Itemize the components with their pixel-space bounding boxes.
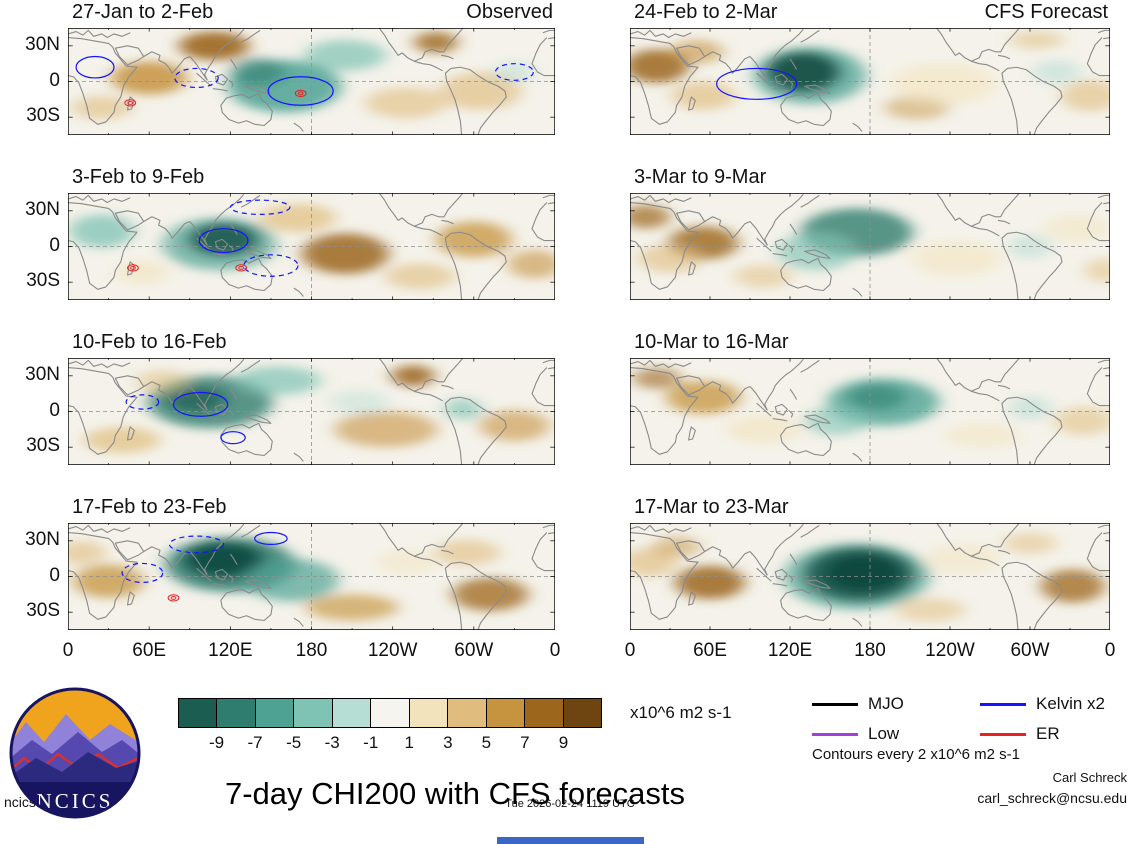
panel-title: 3-Mar to 9-Mar xyxy=(634,166,767,188)
credit-email: carl_schreck@ncsu.edu xyxy=(977,790,1127,806)
x-axis-label: 60W xyxy=(454,640,494,661)
colorbar-segment xyxy=(525,699,564,727)
colorbar-segment xyxy=(563,699,601,727)
bottom-bar xyxy=(497,837,644,844)
x-axis-label: 180 xyxy=(295,640,328,661)
panel-title: 27-Jan to 2-Feb xyxy=(72,1,214,23)
colorbar-tick: 5 xyxy=(481,733,492,752)
x-axis-label: 0 xyxy=(1104,640,1116,661)
colorbar-tick: 3 xyxy=(443,733,453,752)
x-axis-label: 120W xyxy=(925,640,975,661)
colorbar-tick: 7 xyxy=(520,733,530,752)
kelvin-line-icon xyxy=(980,702,1026,706)
er-line-icon xyxy=(980,732,1026,736)
map-panel-5: 24-Feb to 2-Mar CFS Forecast xyxy=(630,1,1110,135)
y-axis-label: 30N xyxy=(25,363,60,385)
colorbar-segment xyxy=(486,699,526,727)
timestamp: Tue 2026-02-24 1119 UTC xyxy=(505,798,635,810)
colorbar-tick: -7 xyxy=(247,733,263,752)
x-axis-label: 120W xyxy=(367,640,418,661)
x-axis-label: 120E xyxy=(767,640,813,661)
colorbar-units: x10^6 m2 s-1 xyxy=(630,703,732,722)
y-axis-label: 0 xyxy=(49,564,60,586)
contour-note: Contours every 2 x10^6 m2 s-1 xyxy=(812,746,1020,763)
x-axis-label: 0 xyxy=(549,640,561,661)
map-canvas xyxy=(68,358,555,465)
y-axis-label: 30N xyxy=(25,198,60,220)
y-axis-label: 30S xyxy=(26,105,60,127)
legend-item-mjo: MJO xyxy=(812,694,904,714)
colorbar-segment xyxy=(409,699,449,727)
x-axis-label: 180 xyxy=(854,640,886,661)
panel-title: 10-Mar to 16-Mar xyxy=(634,331,789,353)
legend-label-low: Low xyxy=(868,724,900,743)
colorbar xyxy=(178,698,602,728)
legend-item-low: Low xyxy=(812,724,899,744)
x-axis-label: 60E xyxy=(132,640,167,661)
legend-item-kelvin: Kelvin x2 xyxy=(980,694,1105,714)
mjo-line-icon xyxy=(812,702,858,706)
map-canvas xyxy=(630,28,1110,135)
colorbar-segment xyxy=(332,699,372,727)
x-axis-label: 0 xyxy=(624,640,636,661)
map-canvas xyxy=(630,358,1110,465)
y-axis-label: 30S xyxy=(26,600,60,622)
panel-title: 17-Feb to 23-Feb xyxy=(72,496,227,518)
map-canvas xyxy=(68,28,555,135)
map-panel-4: 17-Feb to 23-Feb xyxy=(68,496,555,630)
colorbar-tick: -1 xyxy=(363,733,379,752)
map-panel-2: 3-Feb to 9-Feb xyxy=(68,166,555,300)
x-axis-label: 120E xyxy=(208,640,253,661)
colorbar-tick: -5 xyxy=(286,733,302,752)
legend-label-er: ER xyxy=(1036,724,1060,743)
low-line-icon xyxy=(812,732,858,736)
ncics-logo: NCICS xyxy=(9,687,141,819)
map-panel-3: 10-Feb to 16-Feb xyxy=(68,331,555,465)
x-axis-label: 60E xyxy=(693,640,727,661)
map-canvas xyxy=(630,193,1110,300)
map-canvas xyxy=(630,523,1110,630)
x-axis-label: 0 xyxy=(62,640,74,661)
map-panel-6: 3-Mar to 9-Mar xyxy=(630,166,1110,300)
y-axis-label: 0 xyxy=(49,399,60,421)
x-axis-label: 60W xyxy=(1010,640,1050,661)
legend-label-mjo: MJO xyxy=(868,694,904,713)
colorbar-tick: -9 xyxy=(208,733,225,752)
y-axis-label: 0 xyxy=(49,234,60,256)
panel-corner-label: Observed xyxy=(466,1,553,23)
colorbar-segment xyxy=(217,699,256,727)
y-axis-label: 30S xyxy=(26,435,60,457)
map-panel-1: 27-Jan to 2-Feb Observed xyxy=(68,1,555,135)
panel-title: 10-Feb to 16-Feb xyxy=(72,331,227,353)
y-axis-label: 30N xyxy=(25,33,60,55)
colorbar-tick: -3 xyxy=(324,733,340,752)
colorbar-segment xyxy=(294,699,333,727)
legend-item-er: ER xyxy=(980,724,1060,744)
map-panel-7: 10-Mar to 16-Mar xyxy=(630,331,1110,465)
logo-text: NCICS xyxy=(37,789,114,813)
colorbar-segment xyxy=(371,699,410,727)
panel-title: 24-Feb to 2-Mar xyxy=(634,1,778,23)
y-axis-label: 0 xyxy=(49,69,60,91)
figure-title: 7-day CHI200 with CFS forecasts xyxy=(224,776,685,811)
legend-label-kelvin: Kelvin x2 xyxy=(1036,694,1105,713)
panel-title: 17-Mar to 23-Mar xyxy=(634,496,789,518)
credit-name: Carl Schreck xyxy=(1052,770,1127,785)
colorbar-segment xyxy=(448,699,487,727)
colorbar-tick: 9 xyxy=(558,733,569,752)
colorbar-tick: 1 xyxy=(404,733,414,752)
map-panel-8: 17-Mar to 23-Mar xyxy=(630,496,1110,630)
y-axis-label: 30S xyxy=(26,270,60,292)
map-canvas xyxy=(68,193,555,300)
panel-title: 3-Feb to 9-Feb xyxy=(72,166,205,188)
y-axis-label: 30N xyxy=(25,528,60,550)
map-canvas xyxy=(68,523,555,630)
panel-corner-label: CFS Forecast xyxy=(984,1,1108,23)
colorbar-segment xyxy=(179,699,218,727)
colorbar-segment xyxy=(255,699,295,727)
